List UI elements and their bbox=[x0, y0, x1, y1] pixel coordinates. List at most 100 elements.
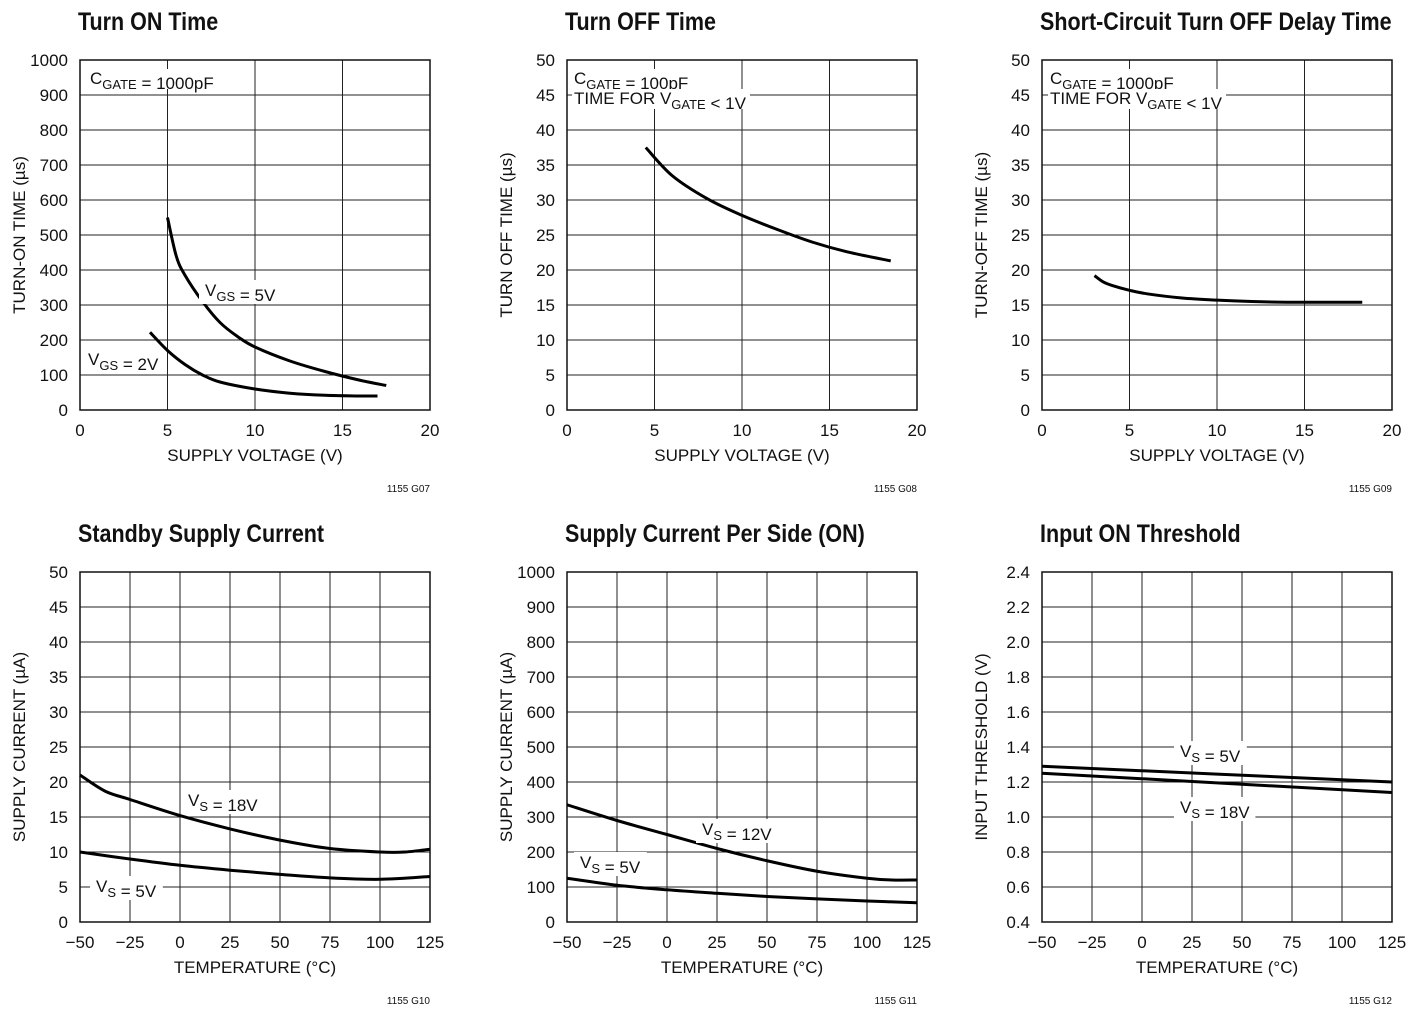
x-tick-label: 15 bbox=[333, 421, 352, 440]
x-tick-label: 15 bbox=[1295, 421, 1314, 440]
x-axis-label: TEMPERATURE (°C) bbox=[174, 958, 336, 977]
y-tick-label: 0 bbox=[59, 401, 68, 420]
y-tick-label: 900 bbox=[527, 598, 555, 617]
label-background bbox=[88, 69, 223, 89]
x-axis-label: TEMPERATURE (°C) bbox=[1136, 958, 1298, 977]
x-tick-label: −50 bbox=[1028, 933, 1057, 952]
y-tick-label: 25 bbox=[1011, 226, 1030, 245]
y-tick-label: 1000 bbox=[30, 51, 68, 70]
y-tick-label: 1.2 bbox=[1006, 773, 1030, 792]
chart-panel-turn-off-time: Turn OFF Time 0 5 10 15 20 0 5 10 15 20 25 30 35 40 45… bbox=[487, 0, 955, 500]
x-tick-label: 10 bbox=[1208, 421, 1227, 440]
series-label: VS = 5V bbox=[1180, 742, 1241, 766]
label-background bbox=[1048, 89, 1226, 109]
y-axis-label: TURN-OFF TIME (µs) bbox=[972, 152, 991, 318]
y-tick-label: 800 bbox=[40, 121, 68, 140]
x-tick-label: −25 bbox=[603, 933, 632, 952]
plot-frame bbox=[1041, 571, 1393, 923]
chart-title: Short-Circuit Turn OFF Delay Time bbox=[1040, 8, 1392, 36]
series-line bbox=[644, 146, 892, 263]
y-tick-label: 900 bbox=[40, 86, 68, 105]
y-tick-label: 600 bbox=[40, 191, 68, 210]
chart-panel-short-circuit-delay: Short-Circuit Turn OFF Delay Time 0 5 10 15… bbox=[962, 0, 1406, 500]
y-tick-label: 40 bbox=[536, 121, 555, 140]
y-tick-label: 5 bbox=[546, 366, 555, 385]
y-tick-label: 400 bbox=[40, 261, 68, 280]
y-tick-label: 25 bbox=[536, 226, 555, 245]
figure-code: 1155 G12 bbox=[1349, 996, 1393, 1007]
label-background bbox=[1048, 69, 1183, 89]
y-tick-label: 0.4 bbox=[1006, 913, 1030, 932]
x-tick-label: 20 bbox=[1383, 421, 1402, 440]
figure-code: 1155 G07 bbox=[387, 484, 431, 495]
grid bbox=[79, 571, 431, 923]
x-axis-label: SUPPLY VOLTAGE (V) bbox=[167, 446, 342, 465]
x-tick-label: 25 bbox=[221, 933, 240, 952]
x-axis-label: SUPPLY VOLTAGE (V) bbox=[654, 446, 829, 465]
chart-panel-standby-current: Standby Supply Current −50 −25 0 25 50 75 100 1… bbox=[0, 512, 468, 1012]
condition-label: TIME FOR VGATE < 1V bbox=[574, 89, 747, 113]
y-tick-label: 500 bbox=[40, 226, 68, 245]
y-tick-label: 400 bbox=[527, 773, 555, 792]
y-tick-label: 10 bbox=[536, 331, 555, 350]
y-tick-label: 1.4 bbox=[1006, 738, 1030, 757]
x-axis-label: TEMPERATURE (°C) bbox=[661, 958, 823, 977]
y-tick-label: 45 bbox=[536, 86, 555, 105]
series-line bbox=[79, 773, 431, 854]
x-tick-label: 50 bbox=[758, 933, 777, 952]
x-tick-label: 10 bbox=[246, 421, 265, 440]
series-line bbox=[566, 803, 918, 882]
x-tick-label: 5 bbox=[650, 421, 659, 440]
series-line bbox=[566, 876, 918, 905]
x-tick-label: 0 bbox=[1037, 421, 1046, 440]
x-tick-label: 125 bbox=[416, 933, 444, 952]
y-axis-label: TURN-ON TIME (µs) bbox=[10, 156, 29, 314]
y-tick-label: 0.6 bbox=[1006, 878, 1030, 897]
y-tick-label: 100 bbox=[527, 878, 555, 897]
y-tick-label: 2.4 bbox=[1006, 563, 1030, 582]
y-tick-label: 0 bbox=[546, 401, 555, 420]
plot-frame bbox=[566, 59, 918, 411]
x-tick-label: 75 bbox=[321, 933, 340, 952]
y-tick-label: 0.8 bbox=[1006, 843, 1030, 862]
plot-frame bbox=[566, 571, 918, 923]
y-tick-label: 300 bbox=[40, 296, 68, 315]
series-label: VGS = 5V bbox=[205, 281, 276, 305]
y-tick-label: 10 bbox=[1011, 331, 1030, 350]
series-line bbox=[148, 331, 378, 398]
series-line bbox=[79, 850, 431, 881]
x-tick-label: 0 bbox=[1137, 933, 1146, 952]
series-line bbox=[1041, 771, 1393, 794]
y-axis-label: SUPPLY CURRENT (µA) bbox=[10, 652, 29, 842]
x-tick-label: 25 bbox=[708, 933, 727, 952]
x-tick-label: 0 bbox=[662, 933, 671, 952]
series-label: VS = 5V bbox=[96, 877, 157, 901]
y-tick-label: 45 bbox=[1011, 86, 1030, 105]
y-tick-label: 1.6 bbox=[1006, 703, 1030, 722]
series-label: VS = 5V bbox=[580, 853, 641, 877]
y-tick-label: 500 bbox=[527, 738, 555, 757]
chart-title: Standby Supply Current bbox=[78, 520, 325, 548]
x-tick-label: −25 bbox=[1078, 933, 1107, 952]
label-background bbox=[82, 349, 164, 373]
y-tick-label: 35 bbox=[1011, 156, 1030, 175]
chart-panel-turn-on-time: Turn ON Time 0 5 10 15 20 0 100 200 300 400 500 600… bbox=[0, 0, 468, 500]
x-tick-label: −25 bbox=[116, 933, 145, 952]
x-tick-label: 15 bbox=[820, 421, 839, 440]
label-background bbox=[1174, 797, 1256, 821]
y-tick-label: 700 bbox=[527, 668, 555, 687]
y-tick-label: 20 bbox=[49, 773, 68, 792]
x-tick-label: 50 bbox=[1233, 933, 1252, 952]
x-tick-label: 5 bbox=[1125, 421, 1134, 440]
y-tick-label: 0 bbox=[59, 913, 68, 932]
x-tick-label: 75 bbox=[808, 933, 827, 952]
y-tick-label: 15 bbox=[1011, 296, 1030, 315]
y-tick-label: 10 bbox=[49, 843, 68, 862]
y-tick-label: 35 bbox=[536, 156, 555, 175]
y-tick-label: 5 bbox=[59, 878, 68, 897]
x-tick-label: −50 bbox=[66, 933, 95, 952]
x-tick-label: 5 bbox=[163, 421, 172, 440]
y-tick-label: 2.0 bbox=[1006, 633, 1030, 652]
x-tick-label: 75 bbox=[1283, 933, 1302, 952]
y-tick-label: 30 bbox=[49, 703, 68, 722]
